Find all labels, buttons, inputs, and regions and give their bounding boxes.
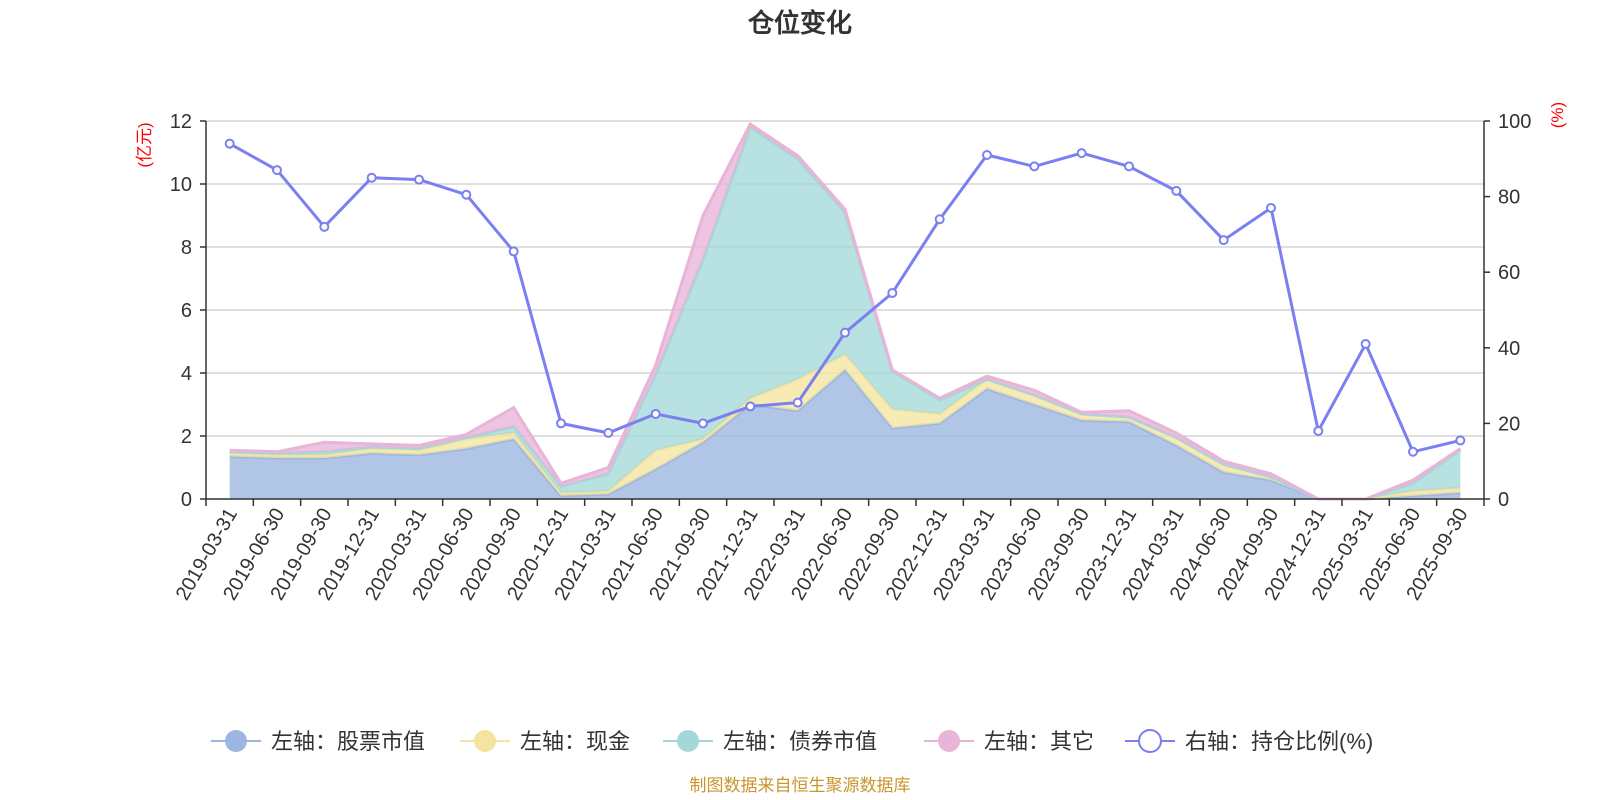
ratio-point bbox=[556, 418, 566, 429]
legend-item[interactable]: 左轴：股票市值 bbox=[211, 729, 425, 754]
left-tick-label: 8 bbox=[181, 237, 192, 259]
left-tick-label: 2 bbox=[181, 426, 192, 448]
ratio-point bbox=[934, 214, 945, 225]
ratio-point bbox=[698, 418, 708, 429]
data-source-note: 制图数据来自恒生聚源数据库 bbox=[690, 776, 911, 795]
legend-item[interactable]: 左轴：债券市值 bbox=[663, 729, 877, 754]
area-edge-左轴：其它 bbox=[229, 121, 1462, 501]
ratio-point bbox=[1076, 148, 1087, 159]
ratio-point bbox=[508, 246, 519, 257]
right-tick-label: 0 bbox=[1498, 489, 1509, 511]
ratio-point bbox=[1029, 161, 1040, 172]
right-axis-unit: (%) bbox=[1548, 102, 1567, 128]
right-tick-label: 100 bbox=[1498, 111, 1531, 133]
left-tick-label: 10 bbox=[170, 174, 192, 196]
right-tick-label: 40 bbox=[1498, 338, 1520, 360]
ratio-point bbox=[1124, 161, 1134, 172]
ratio-point bbox=[1266, 202, 1276, 213]
ratio-point bbox=[1455, 435, 1466, 446]
ratio-point bbox=[603, 427, 614, 438]
ratio-point bbox=[650, 408, 661, 419]
right-tick-label: 60 bbox=[1498, 262, 1520, 284]
legend-item[interactable]: 右轴：持仓比例(%) bbox=[1125, 729, 1373, 754]
ratio-point bbox=[792, 397, 803, 408]
ratio-point bbox=[1313, 425, 1324, 436]
chart-title: 仓位变化 bbox=[747, 8, 852, 38]
ratio-point bbox=[1360, 339, 1371, 350]
ratio-point bbox=[1408, 446, 1418, 457]
legend-label: 左轴：其它 bbox=[984, 729, 1094, 754]
ratio-point bbox=[319, 221, 330, 232]
ratio-point bbox=[224, 138, 235, 149]
right-tick-label: 80 bbox=[1498, 187, 1520, 209]
legend-label: 右轴：持仓比例(%) bbox=[1185, 729, 1373, 754]
legend-item[interactable]: 左轴：现金 bbox=[460, 729, 630, 754]
ratio-point bbox=[887, 287, 898, 298]
left-tick-label: 0 bbox=[181, 489, 192, 511]
ratio-point bbox=[982, 150, 992, 161]
legend-marker bbox=[938, 730, 960, 752]
ratio-point bbox=[461, 189, 472, 200]
ratio-point bbox=[272, 165, 282, 176]
legend[interactable]: 左轴：股票市值 左轴：现金 左轴：债券市值 左轴：其它 右轴：持仓比例(%) bbox=[211, 729, 1373, 754]
area-左轴：债券市值 bbox=[229, 127, 1461, 500]
legend-item[interactable]: 左轴：其它 bbox=[924, 729, 1094, 754]
left-tick-label: 6 bbox=[181, 300, 192, 322]
left-tick-label: 4 bbox=[181, 363, 192, 385]
legend-label: 左轴：债券市值 bbox=[723, 729, 877, 754]
legend-label: 左轴：现金 bbox=[520, 729, 630, 754]
ratio-point bbox=[745, 401, 756, 412]
area-左轴：股票市值 bbox=[229, 369, 1461, 499]
legend-marker bbox=[1138, 729, 1162, 753]
ratio-point bbox=[1171, 185, 1182, 196]
ratio-point bbox=[414, 174, 424, 185]
ratio-point bbox=[1218, 235, 1229, 246]
legend-marker bbox=[677, 730, 699, 752]
right-tick-label: 20 bbox=[1498, 413, 1520, 435]
stacked-areas bbox=[229, 121, 1462, 501]
ratio-point bbox=[366, 172, 377, 183]
left-tick-label: 12 bbox=[170, 111, 192, 133]
ratio-line bbox=[224, 138, 1466, 457]
legend-marker bbox=[474, 730, 496, 752]
left-axis-unit: (亿元) bbox=[135, 122, 154, 167]
legend-label: 左轴：股票市值 bbox=[271, 729, 425, 754]
legend-marker bbox=[225, 730, 247, 752]
ratio-point bbox=[840, 327, 850, 338]
